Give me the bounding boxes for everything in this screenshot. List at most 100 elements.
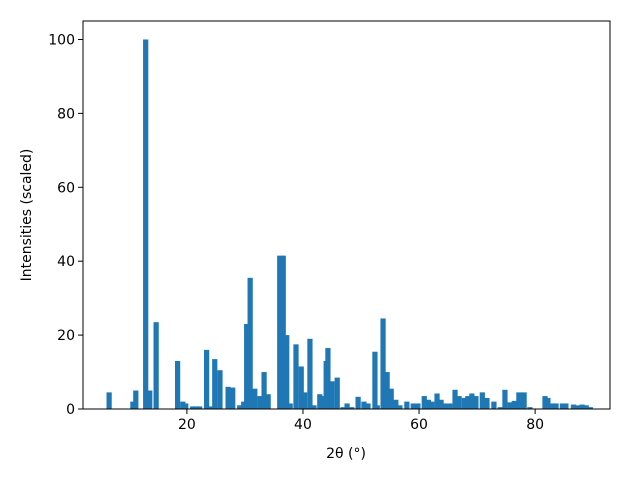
bar (484, 397, 490, 409)
bar (197, 406, 203, 409)
bar (217, 370, 223, 409)
bar (183, 403, 189, 409)
bar (438, 399, 444, 409)
bar (237, 405, 243, 409)
bar (287, 403, 293, 409)
x-tick-label: 60 (410, 417, 428, 433)
bar (550, 403, 556, 409)
bar (349, 407, 355, 409)
bar (563, 403, 569, 409)
bar (320, 396, 326, 409)
bar (247, 277, 253, 409)
bar (511, 400, 517, 409)
bar (212, 359, 218, 409)
bar (340, 407, 346, 409)
bar (425, 399, 431, 409)
bar (397, 405, 403, 409)
x-tick-label: 80 (526, 417, 544, 433)
bar (244, 324, 250, 409)
bar (329, 381, 335, 409)
bar (388, 388, 394, 409)
bar (204, 349, 210, 409)
bar (575, 405, 581, 409)
bar (374, 405, 380, 409)
bar (502, 389, 508, 409)
bar (193, 406, 199, 409)
bar (317, 394, 323, 409)
x-tick-label: 20 (178, 417, 196, 433)
bar (365, 403, 371, 409)
bar (208, 406, 214, 409)
bar (579, 404, 585, 409)
bar (447, 403, 453, 409)
bar (355, 396, 361, 409)
bar (344, 403, 350, 409)
bar (415, 403, 421, 409)
bar (479, 392, 485, 409)
bar (465, 396, 471, 409)
bar (225, 386, 231, 409)
bar (559, 403, 566, 409)
bar (442, 403, 448, 409)
bar (190, 406, 196, 409)
y-tick-label: 40 (57, 254, 75, 270)
y-tick-label: 60 (57, 180, 75, 196)
bar (284, 335, 290, 409)
bar (469, 393, 475, 409)
bar (252, 388, 258, 409)
bar (527, 407, 533, 409)
bar (452, 389, 458, 409)
bar (147, 390, 153, 409)
bar (257, 396, 263, 409)
bar (516, 392, 522, 409)
bar (249, 394, 255, 409)
bar (307, 338, 313, 409)
bar (456, 396, 462, 409)
bar (434, 393, 440, 409)
bar (410, 403, 416, 409)
bar (277, 255, 283, 409)
bar (280, 255, 286, 409)
y-tick-label: 100 (48, 32, 75, 48)
bar (298, 366, 304, 409)
bar (461, 397, 467, 409)
bar (133, 390, 139, 409)
bar (106, 392, 112, 409)
bar (393, 399, 399, 409)
bar (587, 407, 593, 409)
bar (473, 396, 479, 409)
bar (491, 401, 497, 409)
bar (404, 401, 410, 409)
bar (429, 401, 435, 409)
bar (325, 348, 331, 409)
bar (180, 401, 186, 409)
bar (421, 396, 427, 409)
bar (507, 402, 513, 409)
bar (241, 401, 247, 409)
bar (311, 405, 317, 409)
bar (583, 405, 589, 409)
bar (261, 372, 267, 409)
bar (230, 387, 236, 409)
x-axis-label: 2θ (°) (326, 446, 366, 462)
bar (265, 394, 271, 409)
bar (380, 318, 386, 409)
y-tick-label: 20 (57, 328, 75, 344)
bar (174, 360, 181, 409)
bar (143, 39, 149, 409)
y-tick-label: 0 (66, 402, 75, 418)
bar (542, 396, 548, 409)
y-axis-label: Intensities (scaled) (19, 149, 35, 282)
bar (553, 403, 559, 409)
bar (570, 404, 577, 409)
bar (497, 407, 503, 409)
bar (130, 401, 136, 409)
y-tick-label: 80 (57, 106, 75, 122)
bar (372, 351, 378, 409)
bar (153, 322, 159, 409)
bar (334, 377, 340, 409)
bar (545, 397, 551, 409)
bar (302, 392, 308, 409)
bar (293, 344, 299, 409)
